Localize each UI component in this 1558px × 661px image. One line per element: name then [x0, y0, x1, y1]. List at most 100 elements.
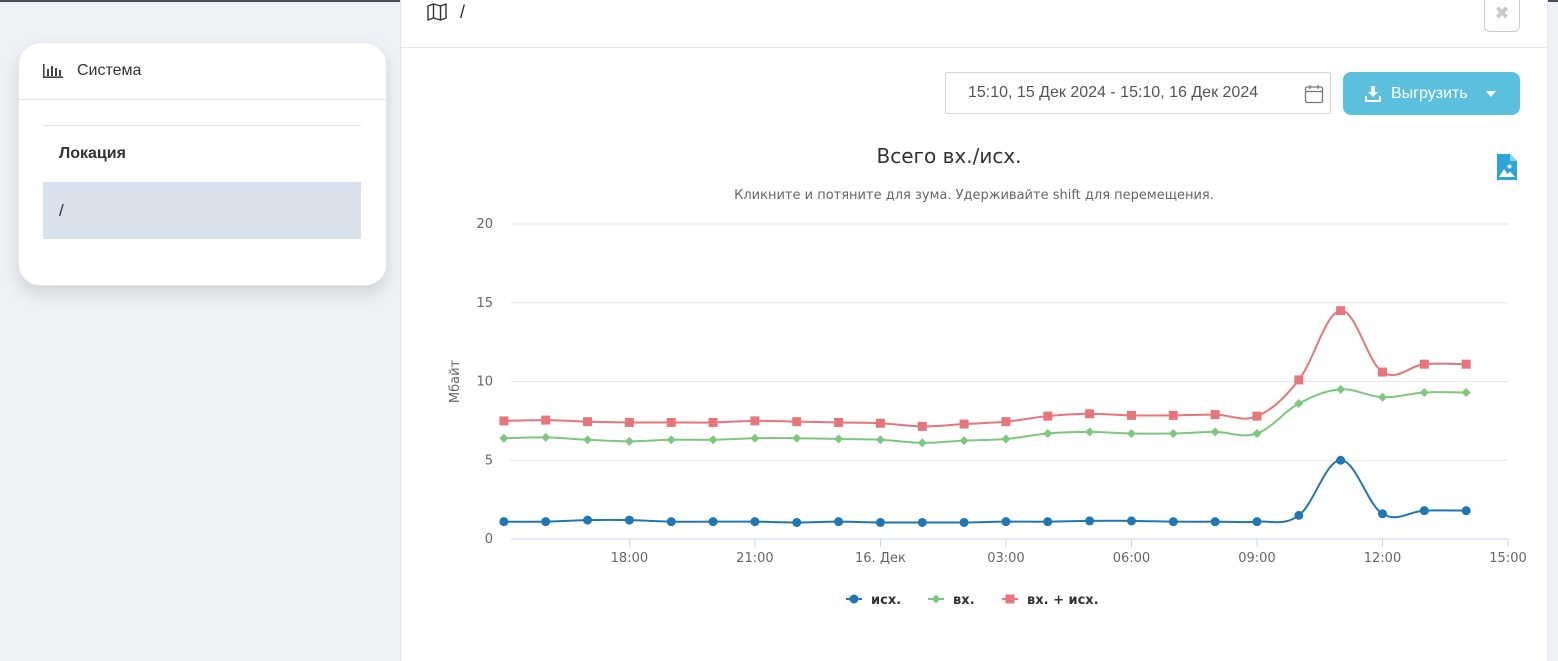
y-tick-label: 0 [485, 532, 493, 547]
y-tick-label: 5 [485, 453, 493, 468]
export-label: Выгрузить [1391, 84, 1468, 102]
data-point [1377, 509, 1387, 519]
download-icon [1365, 85, 1381, 102]
close-icon: ✖ [1494, 2, 1510, 24]
location-row[interactable]: / [43, 182, 361, 239]
line-chart[interactable]: 0 5 10 15 20 Мбайт 18:00 21:00 16. Дек 03:00 06:00… [401, 130, 1547, 661]
data-point [750, 416, 760, 426]
data-point [792, 417, 802, 427]
main-panel: / ✖ 15:10, 15 Дек 2024 - 15:10, 16 Дек 2… [400, 0, 1548, 661]
series-line [503, 388, 1467, 444]
legend-marker [1005, 594, 1015, 604]
data-point [1252, 517, 1262, 527]
date-range-value: 15:10, 15 Дек 2024 - 15:10, 16 Дек 2024 [968, 84, 1259, 101]
data-point [1210, 410, 1220, 420]
data-point [875, 435, 885, 445]
y-tick-label: 20 [476, 217, 493, 232]
data-point [1126, 428, 1136, 438]
data-point [1252, 428, 1262, 438]
data-point [624, 515, 634, 525]
system-card-title: Система [77, 62, 142, 79]
data-point [1419, 388, 1429, 398]
data-point [541, 432, 551, 442]
date-range-picker[interactable]: 15:10, 15 Дек 2024 - 15:10, 16 Дек 2024 [945, 72, 1331, 114]
series-line [503, 309, 1467, 428]
image-export-icon[interactable] [1497, 154, 1517, 180]
data-point [1085, 427, 1095, 437]
data-point [666, 417, 676, 427]
data-point [708, 417, 718, 427]
chart-bar-icon [43, 64, 63, 78]
chart-subtitle: Кликните и потяните для зума. Удерживайт… [734, 188, 1214, 203]
x-tick-label: 09:00 [1238, 551, 1275, 566]
system-card: Система Локация / [18, 42, 387, 286]
series-line [503, 459, 1467, 524]
table-divider [43, 125, 361, 126]
data-point [624, 436, 634, 446]
legend-item[interactable]: исх. [871, 593, 901, 608]
data-point [1001, 434, 1011, 444]
y-axis-label: Мбайт [448, 359, 463, 403]
data-point [583, 435, 593, 445]
location-column-header: Локация [59, 145, 126, 162]
data-point [1336, 384, 1346, 394]
data-point [834, 434, 844, 444]
legend-item[interactable]: вх. + исх. [1027, 593, 1099, 608]
chart-container[interactable]: Всего вх./исх. Кликните и потяните для з… [401, 130, 1547, 661]
data-point [959, 419, 969, 429]
data-point [1168, 428, 1178, 438]
data-point [499, 517, 509, 527]
x-tick-label: 18:00 [611, 551, 648, 566]
data-point [834, 417, 844, 427]
export-button[interactable]: Выгрузить [1343, 72, 1520, 115]
data-point [708, 435, 718, 445]
data-point [959, 517, 969, 527]
data-point [1126, 410, 1136, 420]
caret-down-icon [1485, 90, 1496, 97]
data-point [1336, 306, 1346, 316]
data-point [583, 515, 593, 525]
data-point [1210, 427, 1220, 437]
close-button[interactable]: ✖ [1484, 0, 1520, 32]
data-point [1419, 359, 1429, 369]
data-point [499, 433, 509, 443]
y-tick-label: 10 [476, 375, 493, 390]
data-point [1210, 517, 1220, 527]
data-point [583, 417, 593, 427]
x-tick-label: 06:00 [1113, 551, 1150, 566]
data-point [1252, 411, 1262, 421]
data-point [666, 517, 676, 527]
data-point [792, 433, 802, 443]
data-point [917, 421, 927, 431]
legend-marker [931, 594, 941, 604]
system-card-header: Система [19, 43, 386, 100]
x-tick-label: 12:00 [1364, 551, 1401, 566]
location-table: Локация / [43, 125, 361, 239]
data-point [875, 517, 885, 527]
x-tick-label: 21:00 [736, 551, 773, 566]
data-point [1085, 516, 1095, 526]
data-point [1294, 375, 1304, 385]
data-point [541, 517, 551, 527]
data-point [1043, 517, 1053, 527]
calendar-icon [1304, 85, 1324, 104]
data-point [1294, 510, 1304, 520]
data-point [1461, 388, 1471, 398]
legend-item[interactable]: вх. [953, 593, 975, 608]
data-point [666, 435, 676, 445]
data-point [1377, 392, 1387, 402]
map-icon [427, 3, 447, 21]
data-point [1419, 506, 1429, 516]
data-point [1168, 517, 1178, 527]
data-point [834, 517, 844, 527]
data-point [875, 418, 885, 428]
data-point [917, 438, 927, 448]
data-point [541, 415, 551, 425]
data-point [624, 417, 634, 427]
data-point [959, 436, 969, 446]
data-point [1294, 399, 1304, 409]
data-point [1085, 409, 1095, 419]
data-point [1461, 506, 1471, 516]
data-point [1043, 428, 1053, 438]
data-point [1001, 417, 1011, 427]
